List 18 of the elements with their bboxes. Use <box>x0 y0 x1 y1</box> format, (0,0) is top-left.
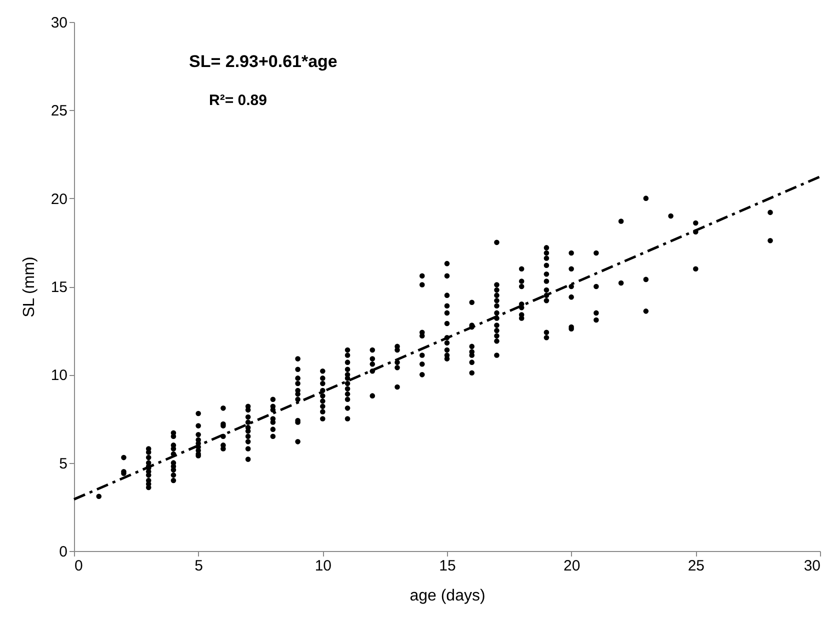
x-tick-label: 15 <box>439 558 456 574</box>
y-tick-label: 20 <box>50 190 68 208</box>
x-tick-label: 25 <box>688 558 705 574</box>
x-tick-label: 5 <box>194 558 204 574</box>
y-tick-label: 10 <box>50 367 68 384</box>
y-tick-label: 30 <box>50 14 68 32</box>
x-tick-label: 0 <box>74 558 83 574</box>
x-tick-label: 30 <box>804 558 820 574</box>
y-tick-label: 15 <box>50 279 68 296</box>
y-axis-title: SL (mm) <box>20 256 38 318</box>
annotation: SL= 2.93+0.61*age <box>189 52 338 71</box>
annotation: R²= 0.89 <box>209 92 267 109</box>
x-axis-title: age (days) <box>410 588 486 604</box>
y-tick-label: 25 <box>50 102 68 120</box>
x-tick-label: 10 <box>314 558 332 574</box>
y-tick-label: 0 <box>59 544 68 560</box>
x-tick-label: 20 <box>563 558 580 574</box>
y-tick-label: 5 <box>59 455 68 472</box>
